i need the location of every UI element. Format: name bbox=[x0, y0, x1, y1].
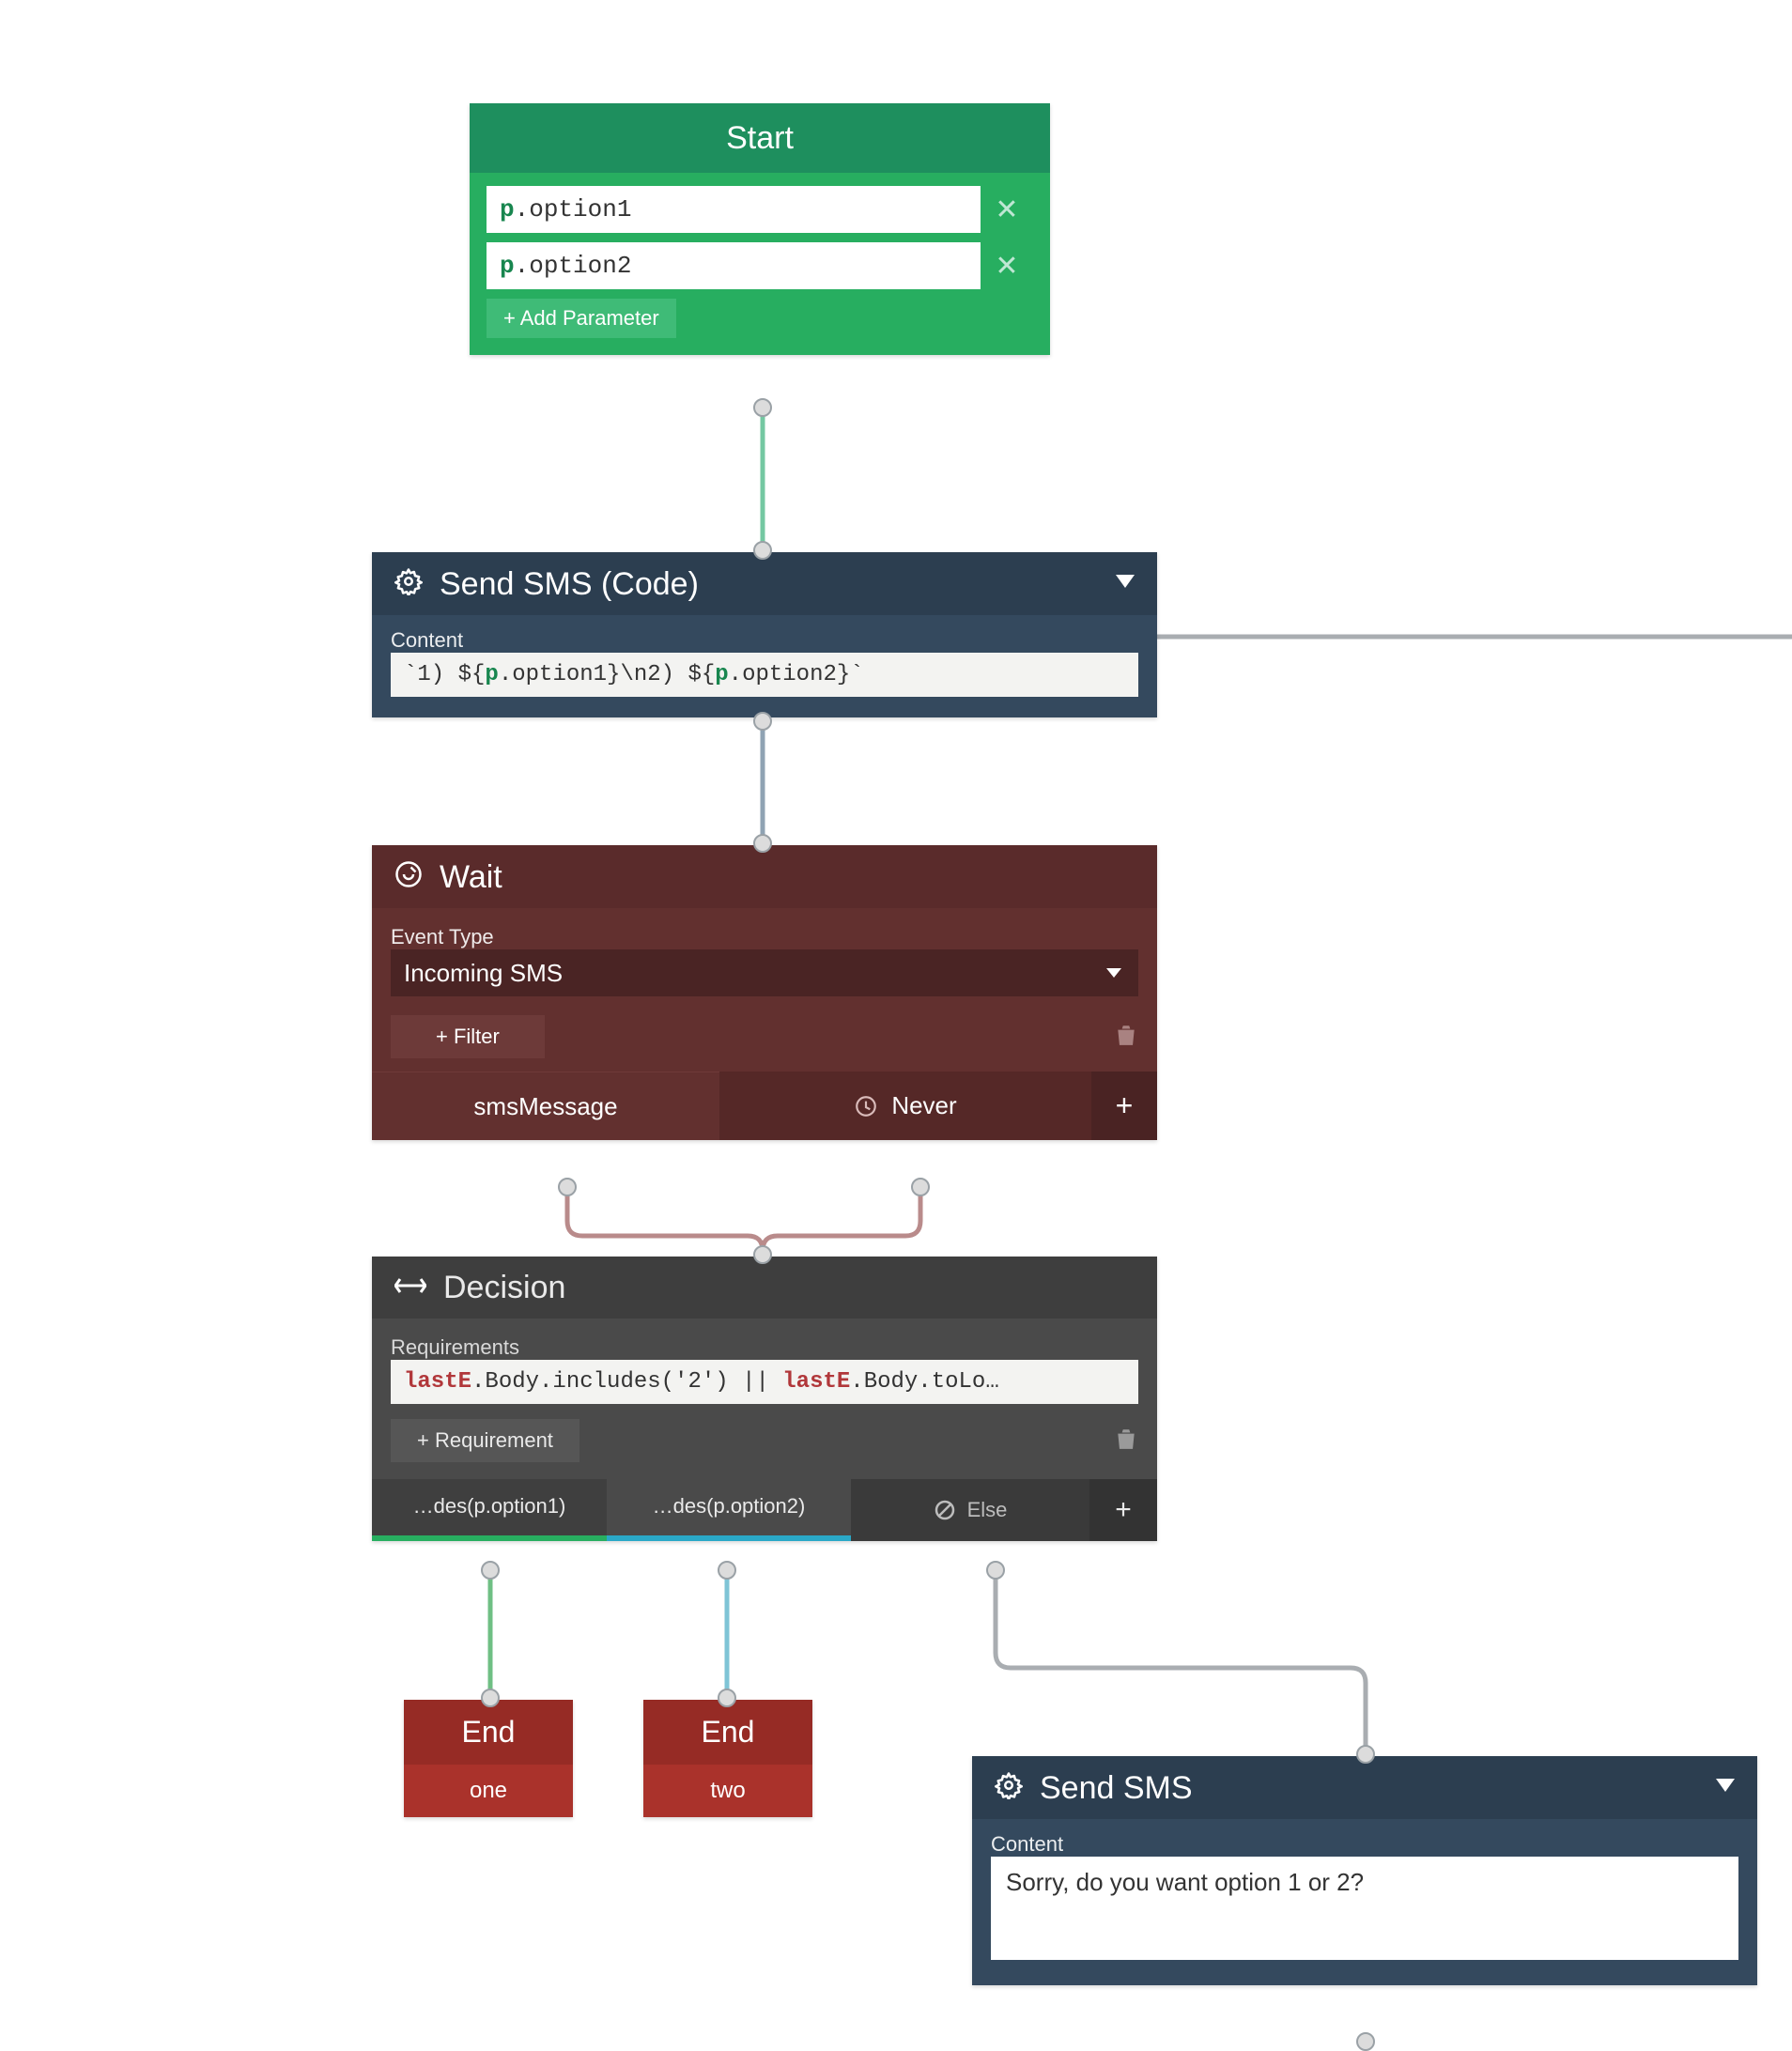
connection-port[interactable] bbox=[753, 1245, 772, 1264]
add-parameter-button[interactable]: + Add Parameter bbox=[487, 299, 676, 338]
event-type-label: Event Type bbox=[391, 925, 1138, 949]
content-label: Content bbox=[391, 628, 1138, 653]
sms2-title: Send SMS bbox=[1040, 1772, 1193, 1804]
connection-port[interactable] bbox=[718, 1689, 736, 1707]
connection-port[interactable] bbox=[1356, 1745, 1375, 1764]
connection-port[interactable] bbox=[718, 1561, 736, 1580]
wait-title: Wait bbox=[440, 861, 502, 893]
gear-icon bbox=[995, 1771, 1023, 1804]
sms1-title: Send SMS (Code) bbox=[440, 568, 699, 600]
collapse-icon[interactable] bbox=[1716, 1779, 1735, 1797]
branch-tab-2[interactable]: …des(p.option2) bbox=[607, 1479, 851, 1541]
end-node-one[interactable]: End one bbox=[404, 1700, 573, 1817]
end-title: End bbox=[643, 1700, 812, 1765]
connection-port[interactable] bbox=[753, 834, 772, 853]
send-sms-code-node[interactable]: Send SMS (Code) Content `1) ${p.option1}… bbox=[372, 552, 1157, 717]
trash-icon[interactable] bbox=[1114, 1425, 1138, 1457]
connection-port[interactable] bbox=[753, 712, 772, 731]
wait-icon bbox=[394, 860, 423, 893]
collapse-icon[interactable] bbox=[1116, 575, 1135, 593]
tab-smsmessage[interactable]: smsMessage bbox=[372, 1072, 719, 1140]
end-node-two[interactable]: End two bbox=[643, 1700, 812, 1817]
tab-add[interactable]: + bbox=[1091, 1072, 1157, 1140]
connection-port[interactable] bbox=[753, 398, 772, 417]
decision-icon bbox=[394, 1275, 426, 1301]
end-value: two bbox=[643, 1765, 812, 1817]
gear-icon bbox=[394, 567, 423, 600]
connection-port[interactable] bbox=[911, 1178, 930, 1196]
requirement-code[interactable]: lastE.Body.includes('2') || lastE.Body.t… bbox=[391, 1360, 1138, 1404]
close-icon[interactable]: ✕ bbox=[981, 193, 1033, 226]
connection-port[interactable] bbox=[481, 1561, 500, 1580]
param-input[interactable]: p.option2 bbox=[487, 242, 981, 289]
connection-port[interactable] bbox=[1356, 2032, 1375, 2051]
send-sms-node[interactable]: Send SMS Content bbox=[972, 1756, 1757, 1985]
branch-tab-else[interactable]: Else bbox=[851, 1479, 1089, 1541]
branch-tab-add[interactable]: + bbox=[1089, 1479, 1157, 1541]
add-filter-button[interactable]: + Filter bbox=[391, 1015, 545, 1058]
content-textarea[interactable] bbox=[991, 1857, 1738, 1960]
add-requirement-button[interactable]: + Requirement bbox=[391, 1419, 579, 1462]
start-node[interactable]: Start p.option1 ✕p.option2 ✕ + Add Param… bbox=[470, 103, 1050, 355]
start-title: Start bbox=[726, 120, 794, 156]
param-input[interactable]: p.option1 bbox=[487, 186, 981, 233]
connection-port[interactable] bbox=[558, 1178, 577, 1196]
content-label: Content bbox=[991, 1832, 1738, 1857]
connection-port[interactable] bbox=[481, 1689, 500, 1707]
close-icon[interactable]: ✕ bbox=[981, 250, 1033, 283]
end-title: End bbox=[404, 1700, 573, 1765]
end-value: one bbox=[404, 1765, 573, 1817]
tab-never[interactable]: Never bbox=[719, 1072, 1091, 1140]
wait-node[interactable]: Wait Event Type Incoming SMS + Filter sm… bbox=[372, 845, 1157, 1140]
branch-tab-1[interactable]: …des(p.option1) bbox=[372, 1479, 607, 1541]
decision-title: Decision bbox=[443, 1272, 565, 1303]
connection-port[interactable] bbox=[986, 1561, 1005, 1580]
requirements-label: Requirements bbox=[391, 1335, 1138, 1360]
event-type-select[interactable]: Incoming SMS bbox=[391, 949, 1138, 996]
param-row: p.option1 ✕ bbox=[487, 186, 1033, 233]
decision-node[interactable]: Decision Requirements lastE.Body.include… bbox=[372, 1257, 1157, 1541]
param-row: p.option2 ✕ bbox=[487, 242, 1033, 289]
trash-icon[interactable] bbox=[1114, 1021, 1138, 1054]
connection-port[interactable] bbox=[753, 541, 772, 560]
content-code[interactable]: `1) ${p.option1}\n2) ${p.option2}` bbox=[391, 653, 1138, 697]
